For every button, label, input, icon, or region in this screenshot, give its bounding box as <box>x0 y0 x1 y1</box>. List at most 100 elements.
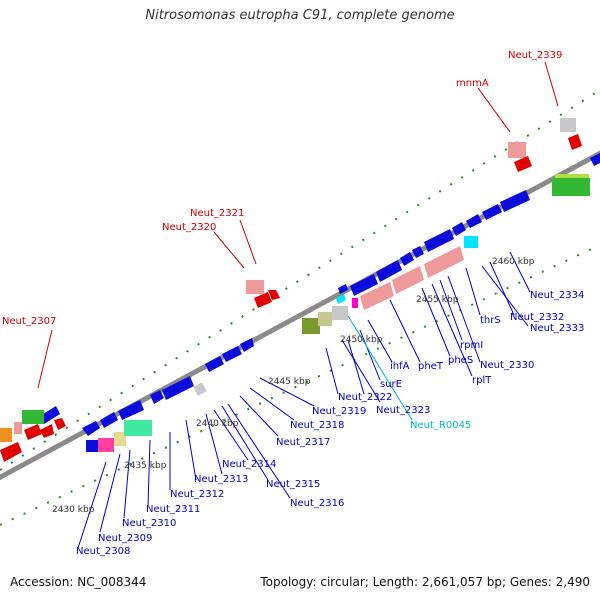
trna-feature <box>336 294 346 304</box>
cds-feature <box>424 229 454 252</box>
reverse-strand-features <box>0 174 590 462</box>
misc-feature <box>193 382 207 396</box>
map-title: Nitrosomonas eutropha C91, complete geno… <box>145 8 455 23</box>
misc-feature <box>302 318 320 334</box>
cds-feature <box>82 421 100 436</box>
misc-feature <box>560 118 576 132</box>
rrna-feature <box>424 246 464 278</box>
gene-label: rplT <box>472 375 492 386</box>
blue-gene-labels: Neut_2334 Neut_2332 Neut_2333 thrS Neut_… <box>76 290 584 557</box>
rrna-feature <box>246 280 264 294</box>
cds-feature <box>482 204 502 220</box>
gene-label: Neut_2320 <box>162 222 216 233</box>
cds-feature <box>338 284 348 294</box>
kbp-label: 2455 kbp <box>416 295 459 305</box>
cds-feature <box>400 252 414 266</box>
cds-feature <box>350 274 378 296</box>
gene-label: Neut_2339 <box>508 50 562 61</box>
cds-feature <box>162 376 194 400</box>
kbp-label: 2450 kbp <box>340 335 383 345</box>
gene-label: Neut_2308 <box>76 546 130 557</box>
cyan-leader <box>347 315 413 421</box>
cds-feature <box>240 338 254 352</box>
misc-feature <box>14 422 22 434</box>
gene-label: surE <box>380 379 402 390</box>
red-highlight-features <box>246 118 582 308</box>
gene-label: Neut_2314 <box>222 459 276 470</box>
kbp-label: 2445 kbp <box>268 377 311 387</box>
gene-label: Neut_2309 <box>98 533 152 544</box>
blue-leaders <box>77 251 531 549</box>
cds-feature <box>466 214 482 228</box>
red-feature <box>24 424 42 440</box>
gene-label: Neut_2332 <box>510 312 564 323</box>
forward-strand-features <box>0 153 600 442</box>
red-feature <box>40 424 54 438</box>
cds-feature <box>590 153 600 166</box>
gene-label: Neut_2322 <box>338 392 392 403</box>
gene-label: Neut_2317 <box>276 437 330 448</box>
gene-label: Neut_2319 <box>312 406 366 417</box>
gene-label: Neut_2310 <box>122 518 176 529</box>
misc-feature <box>332 306 348 320</box>
gene-label: thrS <box>480 315 501 326</box>
gene-label: Neut_2316 <box>290 498 344 509</box>
gene-label: Neut_2323 <box>376 405 430 416</box>
gene-label: Neut_2311 <box>146 504 200 515</box>
gene-label: Neut_2318 <box>290 420 344 431</box>
rrna-feature <box>392 266 424 294</box>
accession-text: Accession: NC_008344 <box>10 575 147 589</box>
gene-label: Neut_2334 <box>530 290 584 301</box>
red-feature <box>268 290 280 300</box>
gene-label: Neut_2313 <box>194 474 248 485</box>
misc-feature <box>124 420 152 436</box>
cds-feature <box>205 356 224 372</box>
gene-label: ihfA <box>390 361 410 372</box>
summary-text: Topology: circular; Length: 2,661,057 bp… <box>260 575 590 589</box>
rrna-feature <box>508 142 526 158</box>
misc-feature <box>555 174 589 178</box>
kbp-label: 2460 kbp <box>492 257 535 267</box>
kbp-label: 2440 kbp <box>196 419 239 429</box>
misc-feature <box>318 312 332 326</box>
gene-label: rpmI <box>460 340 483 351</box>
gene-label: Neut_2333 <box>530 323 584 334</box>
cds-feature <box>500 190 530 212</box>
rrna-feature <box>352 298 358 308</box>
gene-label: Neut_2315 <box>266 479 320 490</box>
red-feature <box>0 442 22 462</box>
gene-label: pheS <box>448 355 473 366</box>
rrna-feature <box>360 282 394 310</box>
misc-feature <box>22 410 44 424</box>
cds-feature <box>150 390 164 404</box>
red-feature <box>54 418 66 430</box>
red-feature <box>514 156 532 172</box>
gene-label: Neut_2307 <box>2 316 56 327</box>
misc-feature <box>0 428 12 442</box>
gene-label: Neut_R0045 <box>410 420 471 431</box>
gene-label: Neut_2312 <box>170 489 224 500</box>
misc-feature <box>114 432 126 446</box>
cds-feature <box>118 400 144 420</box>
red-leaders <box>37 61 559 389</box>
cds-feature <box>376 260 402 282</box>
cds-feature <box>40 406 60 424</box>
trna-feature <box>464 236 478 248</box>
cds-feature <box>86 440 100 452</box>
red-feature <box>568 134 582 150</box>
cds-feature <box>100 412 118 428</box>
kbp-label: 2435 kbp <box>124 461 167 471</box>
gene-label: Neut_2330 <box>480 360 534 371</box>
red-feature <box>254 292 272 308</box>
gene-label: pheT <box>418 361 444 372</box>
kbp-label: 2430 kbp <box>52 505 95 515</box>
cds-feature <box>222 346 242 362</box>
gene-label: mnmA <box>456 78 489 89</box>
kbp-ticks: 2430 kbp 2435 kbp 2440 kbp 2445 kbp 2450… <box>52 257 535 515</box>
red-gene-labels: Neut_2339 mnmA Neut_2321 Neut_2320 Neut_… <box>2 50 562 327</box>
upper-dotted-row <box>0 89 600 471</box>
gene-label: Neut_2321 <box>190 208 244 219</box>
cds-feature <box>412 246 424 258</box>
cds-feature <box>452 222 466 236</box>
